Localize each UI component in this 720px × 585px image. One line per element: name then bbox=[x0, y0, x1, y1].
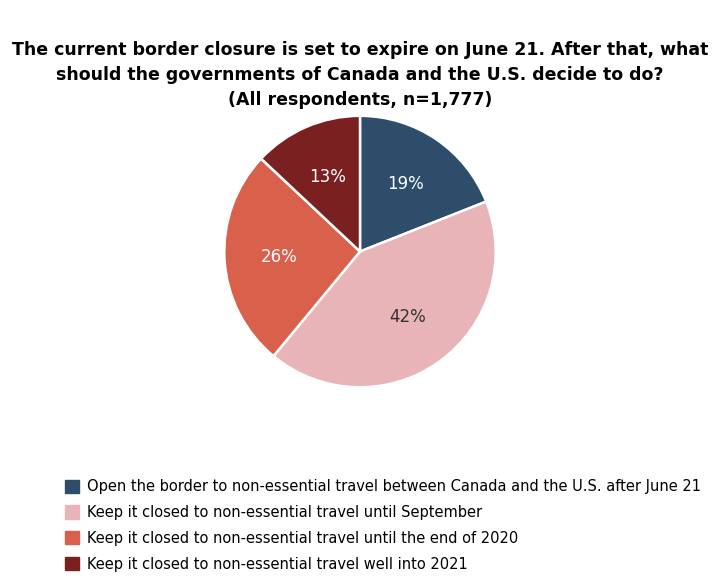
Wedge shape bbox=[225, 159, 360, 356]
Wedge shape bbox=[360, 116, 486, 252]
Text: 26%: 26% bbox=[261, 247, 297, 266]
Wedge shape bbox=[274, 202, 495, 387]
Wedge shape bbox=[261, 116, 360, 252]
Text: 42%: 42% bbox=[390, 308, 426, 326]
Text: The current border closure is set to expire on June 21. After that, what
should : The current border closure is set to exp… bbox=[12, 41, 708, 109]
Text: 13%: 13% bbox=[309, 168, 346, 186]
Legend: Open the border to non-essential travel between Canada and the U.S. after June 2: Open the border to non-essential travel … bbox=[65, 479, 701, 572]
Text: 19%: 19% bbox=[387, 175, 424, 193]
